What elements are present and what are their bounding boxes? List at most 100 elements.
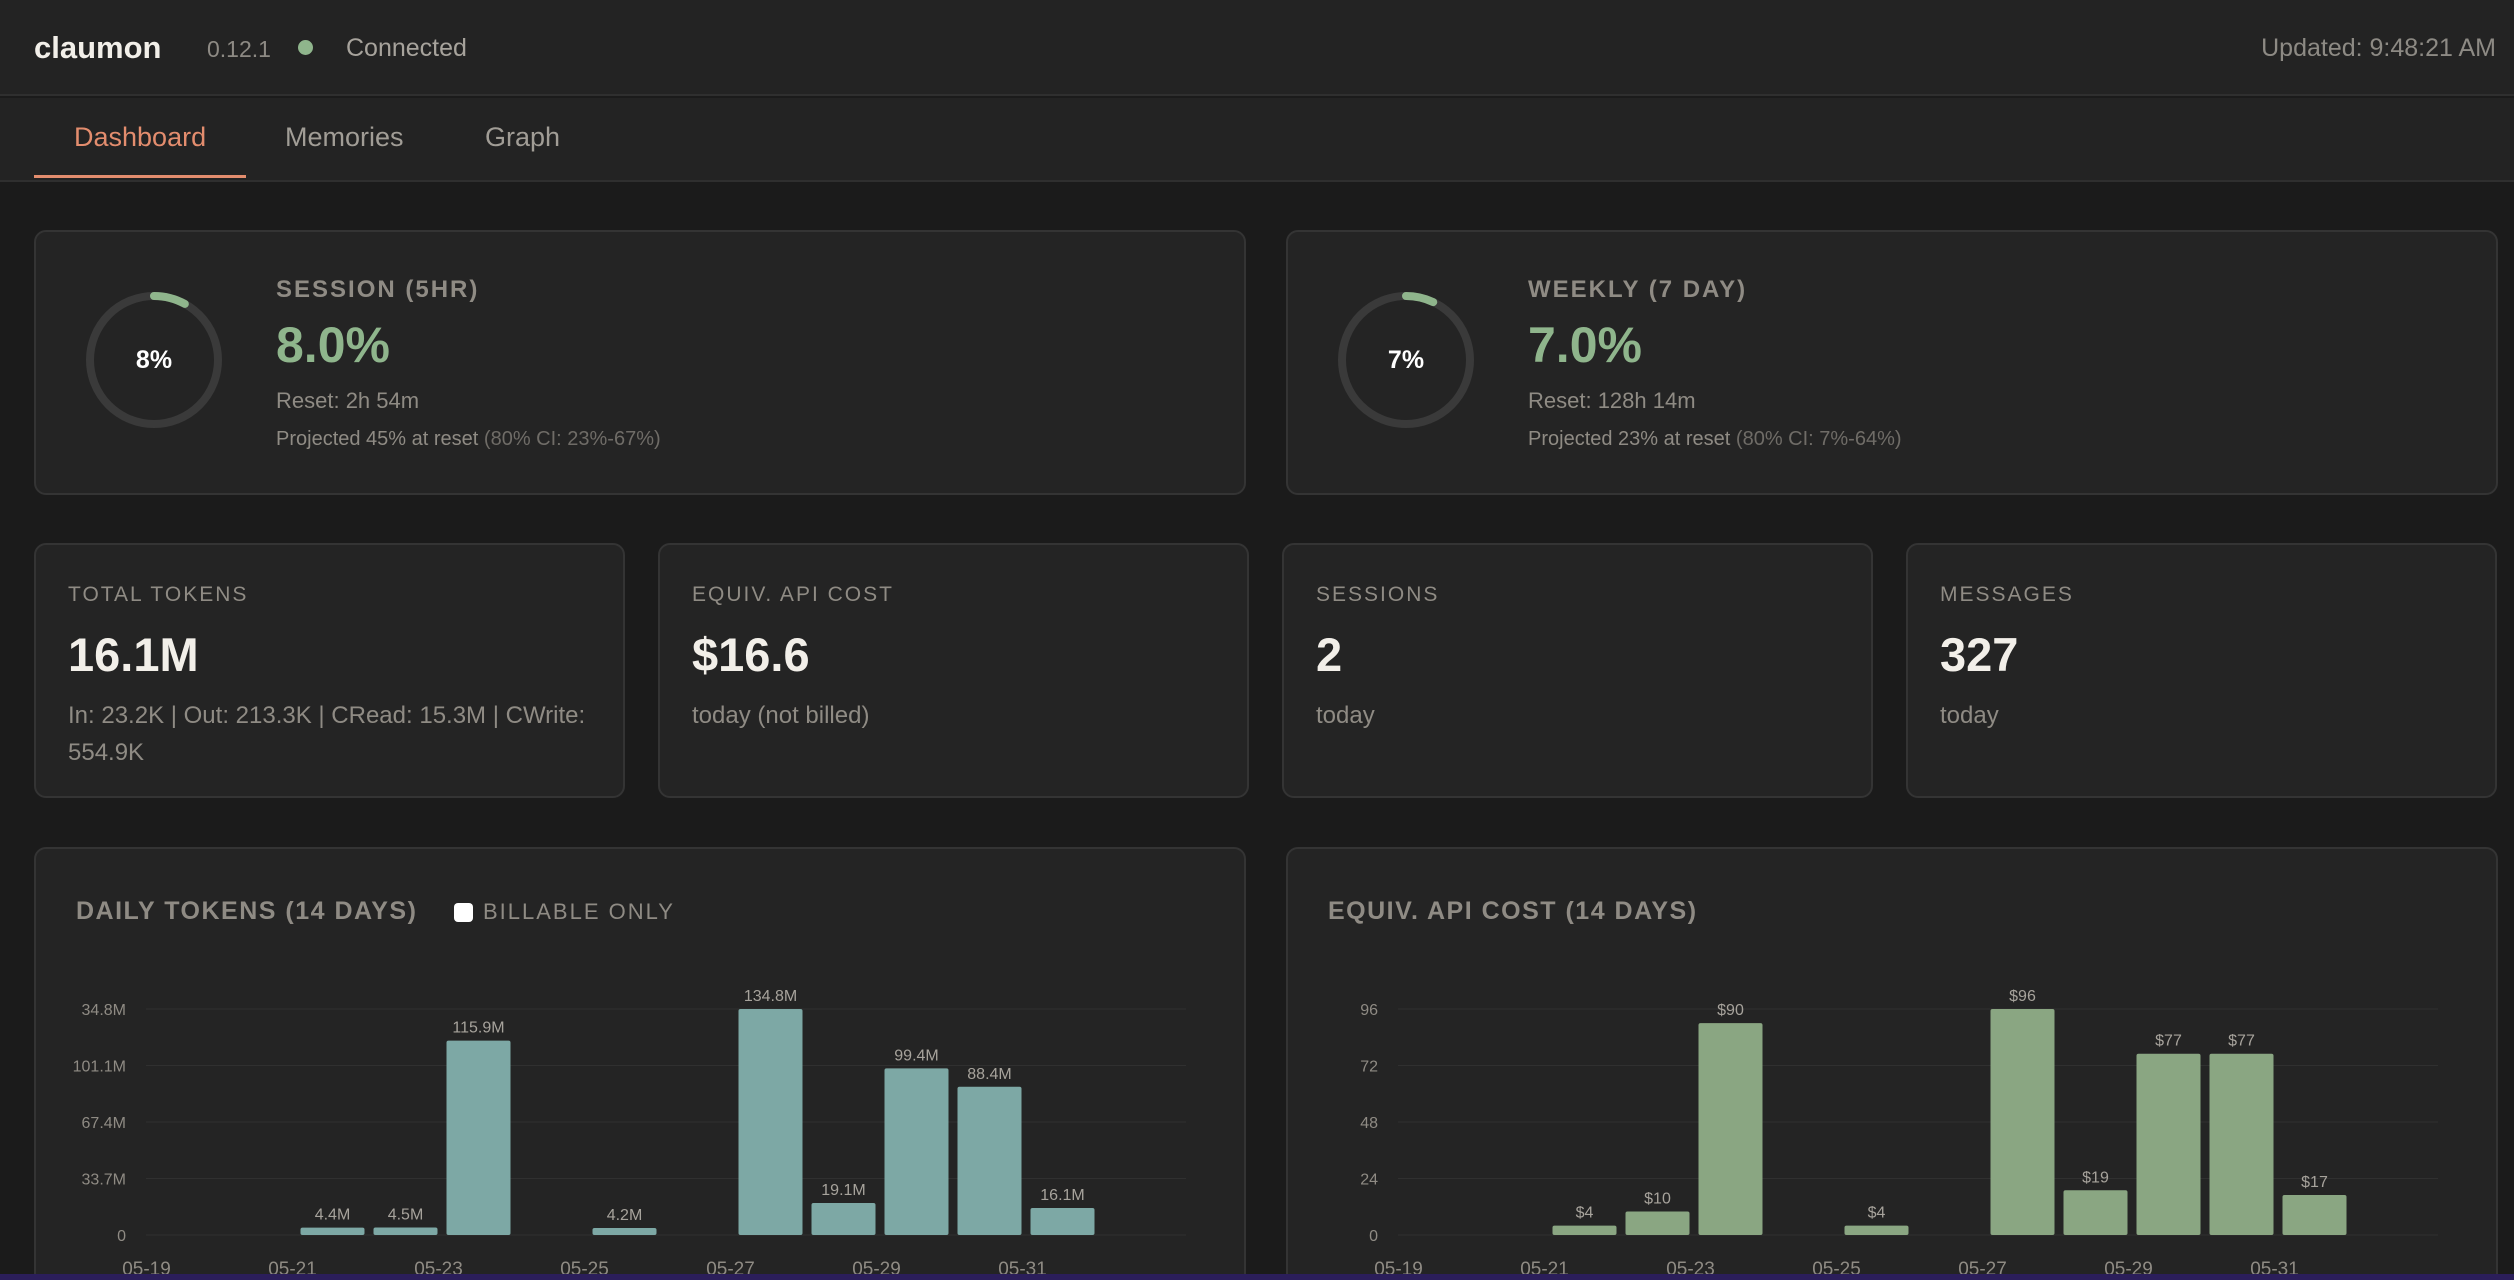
sessions-label: SESSIONS [1316, 583, 1440, 606]
status-dot-icon [298, 40, 313, 55]
bar-value-label: 19.1M [821, 1182, 865, 1199]
messages-card: MESSAGES 327 today [1906, 543, 2497, 798]
tab-bar: Dashboard Memories Graph [0, 98, 2514, 182]
weekly-usage-card: 7% WEEKLY (7 DAY) 7.0% Reset: 128h 14m P… [1286, 230, 2498, 495]
tab-memories[interactable]: Memories [285, 122, 404, 152]
session-label: SESSION (5HR) [276, 276, 480, 303]
connection-status: Connected [346, 34, 467, 62]
bar [884, 1068, 949, 1235]
billable-only-toggle[interactable]: BILLABLE ONLY [454, 899, 675, 925]
weekly-gauge-label: 7% [1387, 346, 1425, 374]
bar [1844, 1225, 1909, 1235]
bar [738, 1009, 803, 1235]
bar-value-label: $10 [1644, 1190, 1671, 1207]
session-gauge-label: 8% [135, 346, 173, 374]
bar [373, 1227, 438, 1235]
bar [2136, 1053, 2201, 1235]
bar-value-label: $19 [2082, 1169, 2109, 1186]
bar-value-label: 99.4M [894, 1047, 938, 1064]
billable-only-checkbox[interactable] [454, 902, 473, 922]
bar [446, 1040, 511, 1235]
app-brand[interactable]: claumon [34, 30, 162, 65]
bar [1552, 1225, 1617, 1235]
weekly-projection: Projected 23% at reset (80% CI: 7%-64%) [1528, 428, 1902, 450]
bar-value-label: 4.5M [388, 1206, 424, 1223]
updated-timestamp: Updated: 9:48:21 AM [2261, 34, 2496, 62]
messages-sub: today [1940, 702, 1999, 729]
session-reset: Reset: 2h 54m [276, 388, 420, 413]
bar [2209, 1053, 2274, 1235]
api-cost-value: $16.6 [692, 628, 810, 681]
bar [1698, 1023, 1763, 1235]
session-value: 8.0% [276, 317, 390, 373]
active-tab-indicator [34, 175, 246, 178]
weekly-gauge [1338, 292, 1474, 428]
bar [592, 1227, 657, 1235]
messages-label: MESSAGES [1940, 583, 2074, 606]
api-cost-sub: today (not billed) [692, 702, 870, 729]
bar [1625, 1211, 1690, 1235]
y-tick-label: 34.8M [82, 1002, 126, 1019]
y-tick-label: 0 [1369, 1228, 1378, 1245]
weekly-value: 7.0% [1528, 317, 1642, 373]
bar-value-label: $17 [2301, 1174, 2328, 1191]
weekly-gauge-fill [1338, 292, 1474, 428]
bar-value-label: 134.8M [744, 988, 797, 1005]
total-tokens-value: 16.1M [68, 628, 199, 681]
bar-value-label: $4 [1576, 1205, 1594, 1222]
messages-value: 327 [1940, 628, 2019, 681]
api-cost-chart-card: EQUIV. API COST (14 DAYS) 96 72 48 24 0 $4 $10… [1286, 847, 2498, 1280]
bar-value-label: $77 [2155, 1033, 2182, 1050]
bar-value-label: $77 [2228, 1033, 2255, 1050]
y-tick-label: 96 [1360, 1002, 1378, 1019]
tab-graph[interactable]: Graph [485, 122, 561, 152]
y-tick-label: 33.7M [82, 1172, 126, 1189]
daily-tokens-chart-card: DAILY TOKENS (14 DAYS) BILLABLE ONLY 34.… [34, 847, 1246, 1280]
bar-value-label: 16.1M [1040, 1187, 1084, 1204]
daily-tokens-chart: 34.8M 101.1M 67.4M 33.7M 0 4.4M 4.5M 115.9M 4.2M… [73, 988, 1186, 1280]
y-tick-label: 67.4M [82, 1115, 126, 1132]
sessions-card: SESSIONS 2 today [1282, 543, 1873, 798]
window-bottom-edge [0, 1274, 2514, 1280]
tab-dashboard[interactable]: Dashboard [74, 122, 207, 152]
bar-value-label: $4 [1868, 1205, 1886, 1222]
y-tick-label: 24 [1360, 1172, 1378, 1189]
session-gauge-fill [86, 292, 222, 428]
bar [957, 1086, 1022, 1235]
bar [2282, 1194, 2347, 1235]
bar [2063, 1190, 2128, 1235]
bar [1990, 1009, 2055, 1235]
weekly-label: WEEKLY (7 DAY) [1528, 276, 1748, 303]
session-confidence-interval: (80% CI: 23%-67%) [483, 428, 661, 450]
weekly-confidence-interval: (80% CI: 7%-64%) [1735, 428, 1902, 450]
api-cost-chart-title: EQUIV. API COST (14 DAYS) [1328, 897, 1698, 925]
session-gauge [86, 292, 222, 428]
y-tick-label: 48 [1360, 1115, 1378, 1132]
bar [1030, 1208, 1095, 1235]
total-tokens-label: TOTAL TOKENS [68, 583, 249, 606]
total-tokens-breakdown: In: 23.2K | Out: 213.3K | CRead: 15.3M |… [68, 702, 586, 766]
y-tick-label: 101.1M [73, 1059, 126, 1076]
weekly-reset: Reset: 128h 14m [1528, 388, 1696, 413]
bar-value-label: 4.4M [315, 1207, 351, 1224]
y-tick-label: 0 [117, 1228, 126, 1245]
bar-value-label: $96 [2009, 988, 2036, 1005]
sessions-sub: today [1316, 702, 1375, 729]
y-tick-label: 72 [1360, 1059, 1378, 1076]
app-version: 0.12.1 [207, 36, 271, 62]
bar-value-label: 88.4M [967, 1066, 1011, 1083]
bar [300, 1227, 365, 1235]
billable-only-label: BILLABLE ONLY [483, 899, 675, 924]
bar-value-label: 115.9M [452, 1020, 504, 1037]
session-usage-card: 8% SESSION (5HR) 8.0% Reset: 2h 54m Proj… [34, 230, 1246, 495]
bar-value-label: $90 [1717, 1002, 1744, 1019]
bar-value-label: 4.2M [607, 1207, 643, 1224]
total-tokens-card: TOTAL TOKENS 16.1M In: 23.2K | Out: 213.… [34, 543, 625, 798]
api-cost-label: EQUIV. API COST [692, 583, 894, 606]
daily-tokens-chart-title: DAILY TOKENS (14 DAYS) [76, 897, 418, 925]
sessions-value: 2 [1316, 628, 1343, 681]
top-bar: claumon 0.12.1 Connected Updated: 9:48:2… [0, 0, 2514, 96]
session-projection: Projected 45% at reset (80% CI: 23%-67%) [276, 428, 661, 450]
api-cost-card: EQUIV. API COST $16.6 today (not billed) [658, 543, 1249, 798]
